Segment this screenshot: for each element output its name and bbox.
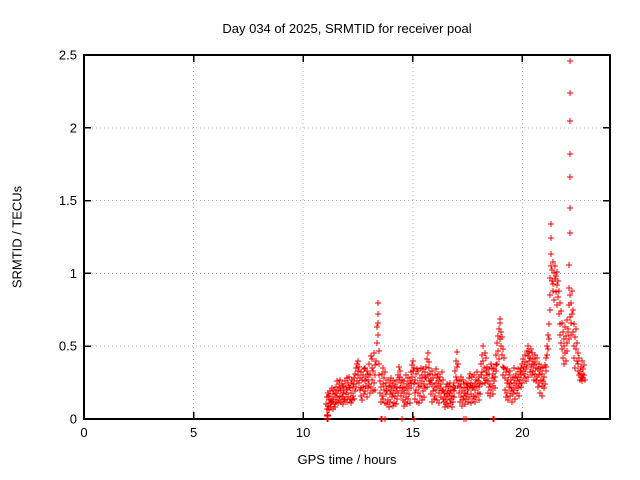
x-tick-label: 0 (80, 425, 87, 440)
y-tick-label: 1.5 (59, 193, 77, 208)
x-axis-label: GPS time / hours (297, 452, 397, 467)
x-tick-label: 5 (190, 425, 197, 440)
chart-title: Day 034 of 2025, SRMTID for receiver poa… (222, 21, 472, 36)
data-points (323, 58, 588, 422)
x-tick-label: 15 (406, 425, 420, 440)
y-tick-label: 1 (70, 266, 77, 281)
y-tick-label: 0.5 (59, 339, 77, 354)
x-tick-label: 20 (515, 425, 529, 440)
y-tick-label: 2 (70, 120, 77, 135)
plot-border (83, 54, 611, 420)
y-tick-label: 0 (70, 412, 77, 427)
y-tick-label: 2.5 (59, 48, 77, 63)
x-tick-label: 10 (296, 425, 310, 440)
